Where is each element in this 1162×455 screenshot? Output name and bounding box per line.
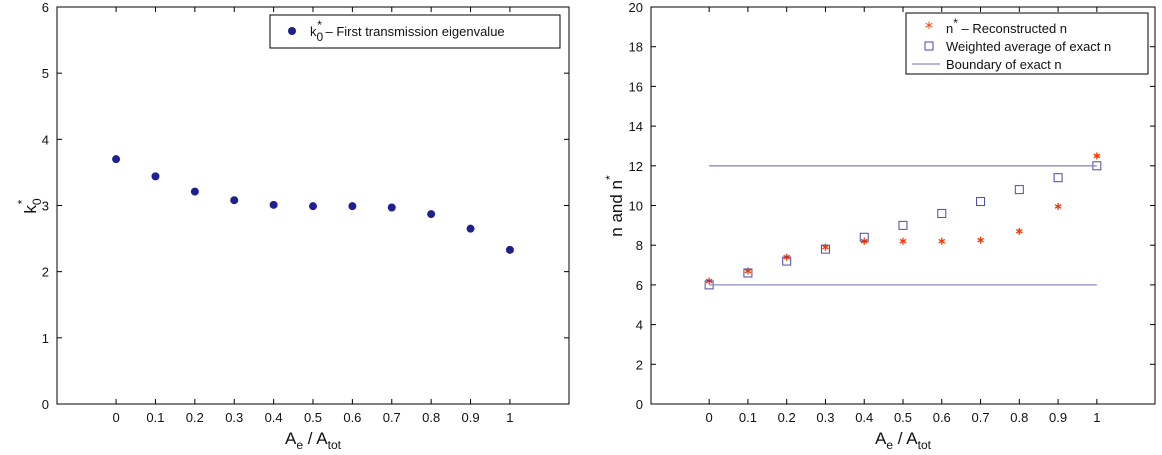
left-chart: 0 0.1 0.2 0.3 0.4 0.5 0.6 0.7 0.8 0.9 1 0 1 2 3 4 5 6 Ae… <box>15 0 570 452</box>
x-tick-label: 0.2 <box>186 410 204 425</box>
data-point-reconstructed <box>977 236 984 244</box>
x-tick-label: 0.7 <box>971 410 989 425</box>
left-x-axis-label: Ae / Atot <box>285 429 342 452</box>
y-tick-label: 2 <box>636 357 643 372</box>
data-point-weighted-average <box>1053 173 1063 183</box>
data-point-k0 <box>151 172 160 181</box>
asterisk-stroke <box>899 238 907 244</box>
data-point-reconstructed <box>899 237 907 245</box>
x-tick-label: 0.3 <box>225 410 243 425</box>
x-tick-label: 1 <box>1093 410 1100 425</box>
data-point-weighted-average <box>859 232 869 242</box>
right-data-points <box>704 152 1102 290</box>
y-tick-label: 0 <box>42 397 49 412</box>
asterisk-stroke <box>938 238 946 244</box>
left-data-points <box>112 155 514 254</box>
right-legend: * n* – Reconstructed n Weighted average … <box>905 12 1149 75</box>
data-point-k0 <box>230 196 239 205</box>
x-tick-label: 0.9 <box>461 410 479 425</box>
x-tick-label: 0.8 <box>422 410 440 425</box>
data-point-k0 <box>387 203 396 212</box>
y-tick-label: 6 <box>42 0 49 15</box>
right-chart: 0 0.1 0.2 0.3 0.4 0.5 0.6 0.7 0.8 0.9 1 0 2 4 6 8 10 12 1… <box>603 0 1156 452</box>
legend-label-k0: k0* – First transmission eigenvalue <box>310 18 505 44</box>
right-y-axis-label: n and n* <box>603 175 626 237</box>
left-y-axis-label: k0* <box>15 198 44 214</box>
data-point-reconstructed <box>1054 202 1062 210</box>
y-tick-label: 16 <box>629 79 643 94</box>
x-tick-label: 0.1 <box>739 410 757 425</box>
data-point-weighted-average <box>782 256 792 266</box>
y-tick-label: 0 <box>636 397 643 412</box>
right-legend-box <box>905 12 1149 75</box>
y-tick-label: 12 <box>629 159 643 174</box>
legend-marker-reconstructed: * <box>925 18 933 37</box>
x-tick-label: 0.6 <box>343 410 361 425</box>
x-tick-label: 0.5 <box>304 410 322 425</box>
y-tick-label: 4 <box>42 132 49 147</box>
x-tick-label: 0.8 <box>1010 410 1028 425</box>
x-tick-label: 0.7 <box>383 410 401 425</box>
y-tick-label: 3 <box>42 199 49 214</box>
y-tick-label: 18 <box>629 40 643 55</box>
data-point-k0 <box>190 187 199 196</box>
x-tick-label: 0.5 <box>894 410 912 425</box>
y-tick-label: 1 <box>42 331 49 346</box>
x-tick-label: 0.2 <box>778 410 796 425</box>
x-tick-label: 0 <box>706 410 713 425</box>
data-point-k0 <box>466 224 475 233</box>
asterisk-stroke <box>1015 228 1023 234</box>
data-point-reconstructed <box>938 237 946 245</box>
legend-marker-weighted-average <box>924 41 934 51</box>
y-tick-label: 14 <box>629 119 643 134</box>
data-point-weighted-average <box>976 197 986 207</box>
right-x-ticks: 0 0.1 0.2 0.3 0.4 0.5 0.6 0.7 0.8 0.9 1 <box>706 7 1100 425</box>
data-point-weighted-average <box>1014 185 1024 195</box>
y-tick-label: 2 <box>42 265 49 280</box>
data-point-k0 <box>427 210 436 219</box>
data-point-weighted-average <box>820 244 830 254</box>
data-point-k0 <box>112 155 121 164</box>
y-tick-label: 6 <box>636 278 643 293</box>
x-tick-label: 1 <box>506 410 513 425</box>
y-tick-label: 8 <box>636 238 643 253</box>
data-point-weighted-average <box>743 268 753 278</box>
data-point-weighted-average <box>937 208 947 218</box>
data-point-k0 <box>309 202 317 211</box>
y-tick-label: 20 <box>629 0 643 15</box>
x-tick-label: 0 <box>112 410 119 425</box>
right-x-axis-label: Ae / Atot <box>875 429 932 452</box>
legend-label-boundary: Boundary of exact n <box>946 57 1062 72</box>
x-tick-label: 0.1 <box>146 410 164 425</box>
asterisk-stroke <box>1093 153 1101 159</box>
legend-marker-k0 <box>288 27 296 35</box>
asterisk-stroke <box>1054 204 1062 209</box>
left-legend-box <box>269 14 561 49</box>
left-legend: k0* – First transmission eigenvalue <box>269 14 561 49</box>
legend-label-reconstructed: n* – Reconstructed n <box>946 16 1067 36</box>
asterisk-stroke <box>744 268 752 274</box>
data-point-k0 <box>269 200 278 209</box>
x-tick-label: 0.3 <box>816 410 834 425</box>
y-tick-label: 4 <box>636 318 643 333</box>
data-point-k0 <box>505 245 514 254</box>
left-y-ticks: 0 1 2 3 4 5 6 <box>42 0 569 412</box>
right-y-ticks: 0 2 4 6 8 10 12 14 16 18 20 <box>629 0 1155 412</box>
x-tick-label: 0.6 <box>933 410 951 425</box>
left-x-ticks: 0 0.1 0.2 0.3 0.4 0.5 0.6 0.7 0.8 0.9 1 <box>112 7 514 425</box>
legend-label-weighted-average: Weighted average of exact n <box>946 39 1111 54</box>
y-tick-label: 10 <box>629 199 643 214</box>
data-point-reconstructed <box>1093 152 1101 160</box>
x-tick-label: 0.4 <box>265 410 283 425</box>
asterisk-stroke <box>822 244 829 250</box>
x-tick-label: 0.9 <box>1049 410 1067 425</box>
data-point-k0 <box>348 202 357 211</box>
asterisk-stroke <box>977 237 984 243</box>
data-point-reconstructed <box>1015 227 1023 235</box>
data-point-weighted-average <box>898 220 908 230</box>
x-tick-label: 0.4 <box>855 410 873 425</box>
y-tick-label: 5 <box>42 66 49 81</box>
